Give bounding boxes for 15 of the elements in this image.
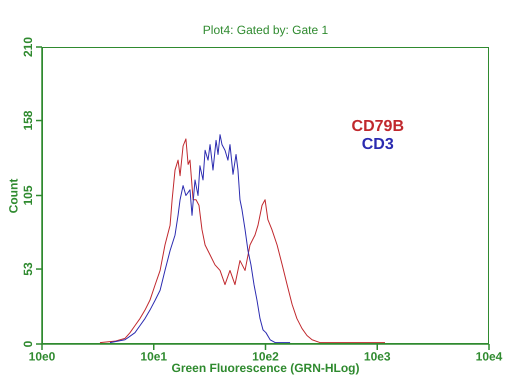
x-axis-title: Green Fluorescence (GRN-HLog): [171, 361, 360, 375]
y-tick-label: 210: [21, 36, 35, 58]
x-tick-label: 10e0: [28, 350, 56, 364]
chart-title: Plot4: Gated by: Gate 1: [202, 23, 330, 37]
text: CD79B: [352, 118, 404, 136]
y-tick-label: 0: [21, 340, 35, 348]
x-tick-label: 10e2: [252, 350, 280, 364]
x-tick-label: 10e4: [476, 350, 503, 364]
text: CD3: [360, 136, 395, 154]
x-tick-label: 10e3: [364, 350, 391, 364]
y-tick-label: 53: [21, 262, 35, 276]
y-tick-label: 105: [21, 185, 35, 206]
y-axis-title: Count: [6, 178, 22, 213]
y-tick-label: 158: [21, 110, 35, 131]
x-tick-label: 10e1: [140, 350, 168, 364]
